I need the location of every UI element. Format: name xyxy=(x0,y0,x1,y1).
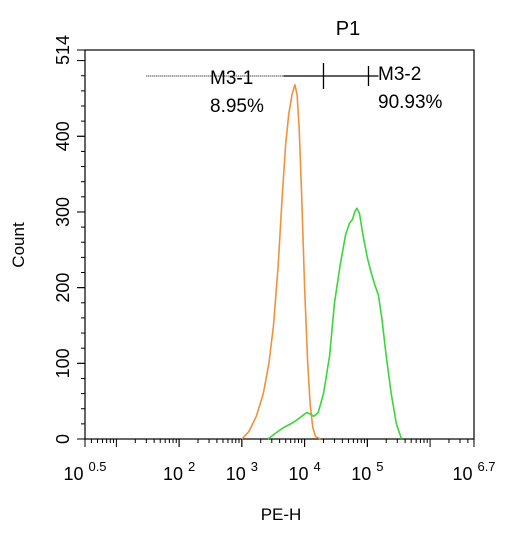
y-axis-label: Count xyxy=(9,222,28,268)
marker-m3-2-percent: 90.93% xyxy=(378,92,443,113)
x-tick-exponent: 5 xyxy=(376,459,383,474)
x-tick-exponent: 2 xyxy=(188,459,195,474)
x-tick-base: 10 xyxy=(351,464,376,484)
x-tick-base: 10 xyxy=(163,464,188,484)
marker-m3-2-name: M3-2 xyxy=(378,64,421,85)
x-tick-exponent: 4 xyxy=(313,459,320,474)
x-tick-base: 10 xyxy=(452,464,477,484)
y-tick-label: 400 xyxy=(53,121,73,151)
marker-m3-1-name: M3-1 xyxy=(210,68,253,89)
chart-title: P1 xyxy=(336,18,360,40)
y-tick-label: 100 xyxy=(53,348,73,378)
y-tick-label: 200 xyxy=(53,273,73,303)
x-tick-label: 10 3 xyxy=(226,459,258,484)
marker-layer: M3-1 8.95% M3-2 90.93% xyxy=(146,63,443,117)
x-tick-label: 10 6.7 xyxy=(452,459,495,484)
x-tick-base: 10 xyxy=(63,464,88,484)
x-tick-base: 10 xyxy=(226,464,251,484)
x-tick-label: 10 2 xyxy=(163,459,195,484)
x-tick-exponent: 0.5 xyxy=(88,459,106,474)
x-axis-ticks: 10 0.5 10 2 10 3 10 4 10 5 10 6.7 xyxy=(63,439,496,484)
x-tick-label: 10 0.5 xyxy=(63,459,106,484)
y-tick-label: 300 xyxy=(53,197,73,227)
marker-m3-1-percent: 8.95% xyxy=(210,96,264,117)
histogram-series-1 xyxy=(241,84,321,440)
y-tick-label: 0 xyxy=(53,434,73,444)
x-axis-label: PE-H xyxy=(261,505,302,524)
histogram-series-2 xyxy=(267,207,403,440)
y-tick-label: 514 xyxy=(53,35,73,65)
x-tick-label: 10 4 xyxy=(288,459,320,484)
x-tick-label: 10 5 xyxy=(351,459,383,484)
x-tick-base: 10 xyxy=(288,464,313,484)
x-tick-exponent: 6.7 xyxy=(477,459,495,474)
series-layer xyxy=(241,84,403,440)
y-axis-ticks: 0 100 200 300 400 514 xyxy=(53,35,85,444)
x-tick-exponent: 3 xyxy=(251,459,258,474)
